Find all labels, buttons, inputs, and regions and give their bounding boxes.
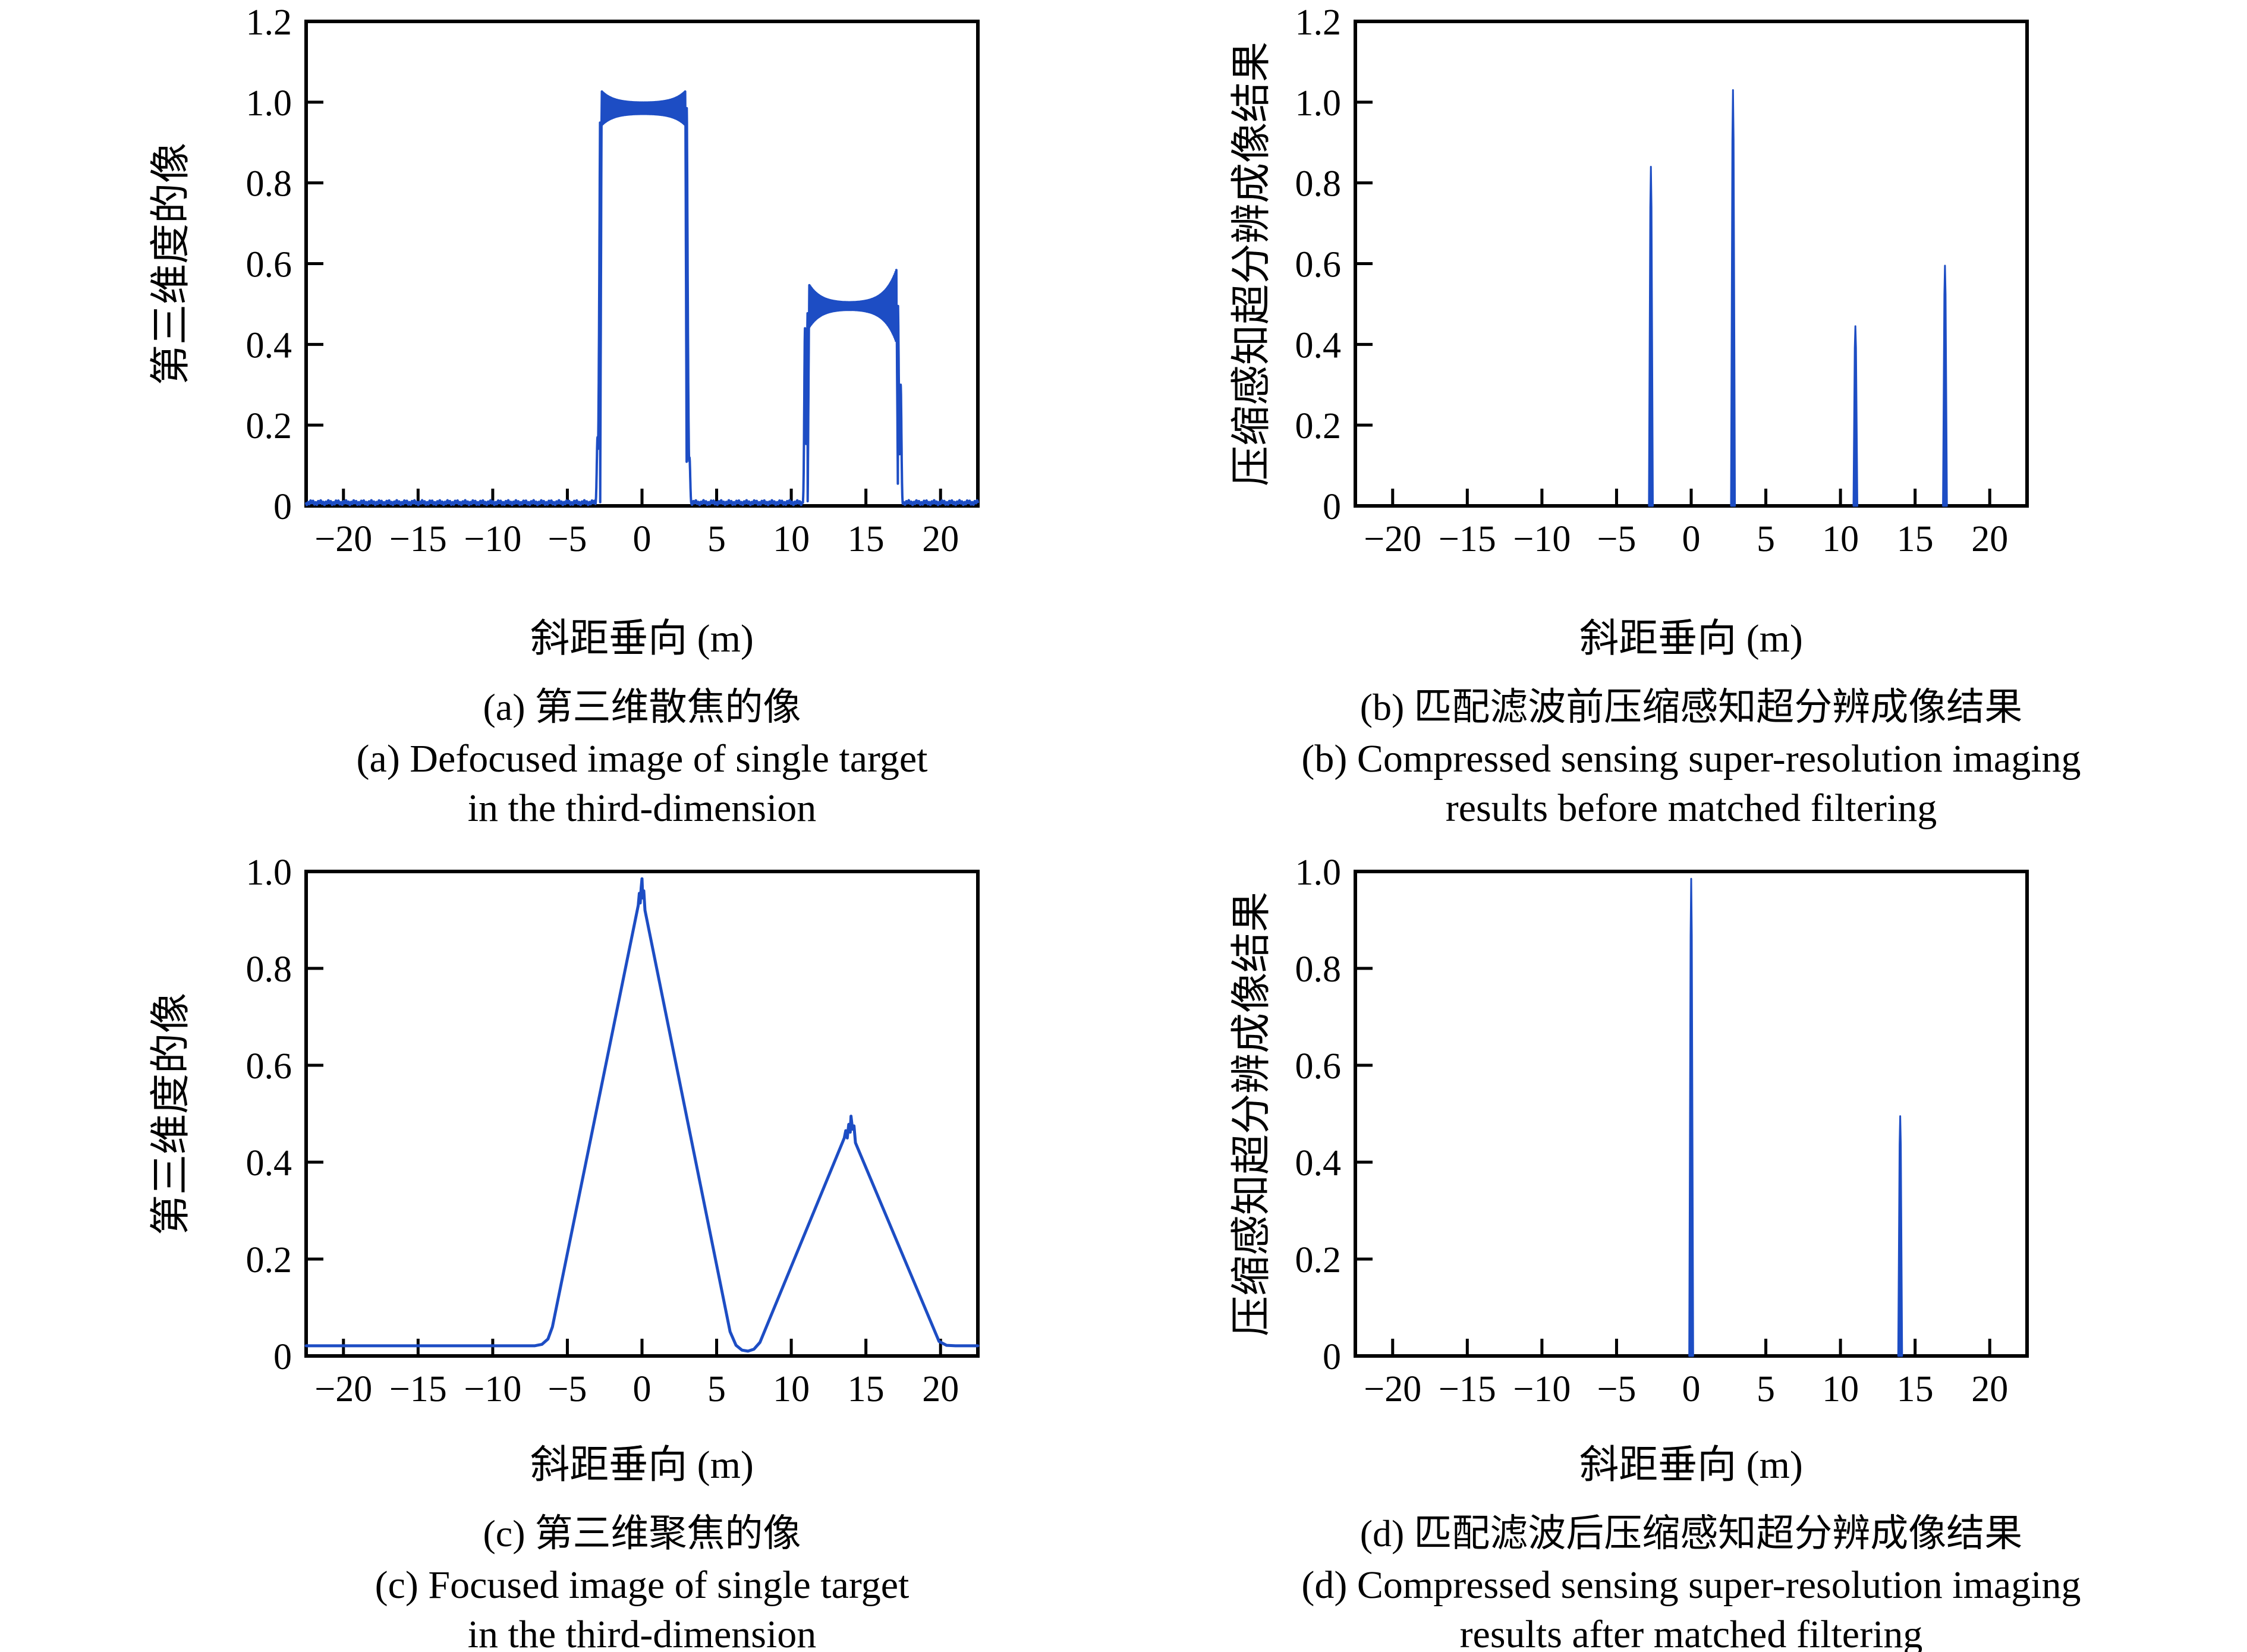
svg-text:5: 5: [707, 519, 726, 559]
svg-text:10: 10: [1822, 1369, 1859, 1409]
plot-c-focused-image: −20 −15 −10 −5 0 5 10 15 20 0 0.2 0.4 0.6 0.8 1.0: [246, 852, 980, 1409]
svg-text:0.8: 0.8: [246, 164, 292, 204]
svg-text:0.4: 0.4: [1295, 1143, 1342, 1184]
x-axis-label-c: 斜距垂向 (m): [530, 1443, 754, 1487]
svg-text:−10: −10: [1513, 1369, 1571, 1409]
svg-text:15: 15: [848, 1369, 885, 1409]
svg-text:20: 20: [922, 1369, 959, 1409]
svg-text:−20: −20: [1364, 519, 1421, 559]
svg-text:−20: −20: [314, 1369, 372, 1409]
y-axis-label-c: 第三维度的像: [148, 993, 193, 1236]
y-axis-label-a: 第三维度的像: [148, 143, 193, 386]
svg-text:5: 5: [1757, 519, 1775, 559]
svg-text:−15: −15: [1439, 1369, 1496, 1409]
svg-text:−5: −5: [547, 519, 587, 559]
caption-en-line2-c: in the third-dimension: [467, 1613, 817, 1652]
caption-en-line1-d: (d) Compressed sensing super-resolution …: [1301, 1563, 2081, 1607]
caption-zh-c: (c) 第三维聚焦的像: [483, 1512, 801, 1555]
svg-text:0.4: 0.4: [246, 325, 292, 366]
svg-text:1.0: 1.0: [1295, 852, 1342, 893]
svg-text:−15: −15: [1439, 519, 1496, 559]
panel-a: 第三维度的像 −20 −15 −10 −5 0 5 10 15 20 0 0.2 0.4 0.6 0.8 1…: [0, 0, 1124, 830]
svg-text:−5: −5: [1597, 519, 1636, 559]
svg-text:−5: −5: [1597, 1369, 1636, 1409]
svg-text:0: 0: [633, 1369, 652, 1409]
caption-en-line2-d: results after matched filtering: [1459, 1613, 1923, 1652]
svg-text:0.8: 0.8: [1295, 164, 1342, 204]
caption-zh-a: (a) 第三维散焦的像: [483, 686, 801, 728]
plot-d-cs-after-matched-filtering: −20 −15 −10 −5 0 5 10 15 20 0 0.2 0.4 0.6 0.8 1.0: [1295, 852, 2029, 1409]
svg-text:−10: −10: [464, 519, 521, 559]
panel-d: 压缩感知超分辨成像结果 −20 −15 −10 −5 0 5 10 15 20 0 0.2 0.4 0.…: [1124, 826, 2247, 1652]
svg-text:0: 0: [273, 1337, 292, 1377]
svg-text:1.2: 1.2: [1295, 2, 1342, 43]
svg-text:0.2: 0.2: [1295, 1240, 1342, 1280]
svg-text:20: 20: [922, 519, 959, 559]
caption-en-line2-a: in the third-dimension: [467, 786, 817, 830]
caption-en-line1-c: (c) Focused image of single target: [374, 1563, 910, 1607]
svg-text:0.6: 0.6: [1295, 1046, 1342, 1087]
svg-text:0.8: 0.8: [1295, 949, 1342, 990]
svg-text:1.2: 1.2: [246, 2, 292, 43]
caption-en-line1-b: (b) Compressed sensing super-resolution …: [1301, 737, 2081, 781]
svg-text:5: 5: [707, 1369, 726, 1409]
svg-text:0.2: 0.2: [246, 1240, 292, 1280]
svg-text:15: 15: [848, 519, 885, 559]
svg-text:20: 20: [1971, 519, 2008, 559]
svg-text:15: 15: [1897, 519, 1934, 559]
svg-text:−15: −15: [389, 1369, 447, 1409]
svg-text:−20: −20: [1364, 1369, 1421, 1409]
panel-b: 压缩感知超分辨成像结果 −20 −15 −10 −5 0 5 10 15 20 0 0.2 0.4 0.…: [1124, 0, 2247, 830]
svg-text:0.6: 0.6: [1295, 245, 1342, 285]
caption-en-line1-a: (a) Defocused image of single target: [356, 737, 928, 781]
svg-text:5: 5: [1757, 1369, 1775, 1409]
svg-text:0: 0: [1682, 519, 1701, 559]
svg-text:10: 10: [773, 1369, 810, 1409]
svg-text:0.4: 0.4: [1295, 325, 1342, 366]
svg-text:0: 0: [1323, 487, 1341, 527]
svg-text:20: 20: [1971, 1369, 2008, 1409]
svg-text:−10: −10: [1513, 519, 1571, 559]
svg-text:10: 10: [1822, 519, 1859, 559]
caption-zh-d: (d) 匹配滤波后压缩感知超分辨成像结果: [1359, 1512, 2023, 1555]
svg-text:15: 15: [1897, 1369, 1934, 1409]
svg-text:1.0: 1.0: [1295, 83, 1342, 124]
svg-text:0: 0: [1682, 1369, 1701, 1409]
svg-text:−15: −15: [389, 519, 447, 559]
svg-text:0.6: 0.6: [246, 245, 292, 285]
svg-text:0.4: 0.4: [246, 1143, 292, 1184]
svg-text:1.0: 1.0: [246, 83, 292, 124]
plot-b-cs-before-matched-filtering: −20 −15 −10 −5 0 5 10 15 20 0 0.2 0.4 0.6 0.8 1.0 1.2: [1295, 2, 2029, 559]
plot-a-defocused-image: −20 −15 −10 −5 0 5 10 15 20 0 0.2 0.4 0.6 0.8 1.0 1.2: [246, 2, 980, 559]
svg-text:0: 0: [273, 487, 292, 527]
svg-text:0.2: 0.2: [1295, 406, 1342, 446]
svg-text:0: 0: [633, 519, 652, 559]
caption-en-line2-b: results before matched filtering: [1445, 786, 1937, 830]
svg-text:0.6: 0.6: [246, 1046, 292, 1087]
x-axis-label-a: 斜距垂向 (m): [530, 617, 754, 660]
svg-text:−10: −10: [464, 1369, 521, 1409]
svg-text:0.8: 0.8: [246, 949, 292, 990]
svg-text:1.0: 1.0: [246, 852, 292, 893]
svg-text:−5: −5: [547, 1369, 587, 1409]
svg-text:0.2: 0.2: [246, 406, 292, 446]
svg-text:10: 10: [773, 519, 810, 559]
svg-text:−20: −20: [314, 519, 372, 559]
panel-c: 第三维度的像 −20 −15 −10 −5 0 5 10 15 20 0 0.2 0.4 0.6 0.8 1…: [0, 826, 1124, 1652]
caption-zh-b: (b) 匹配滤波前压缩感知超分辨成像结果: [1359, 686, 2023, 728]
x-axis-label-b: 斜距垂向 (m): [1579, 617, 1803, 660]
x-axis-label-d: 斜距垂向 (m): [1579, 1443, 1803, 1487]
svg-text:0: 0: [1323, 1337, 1341, 1377]
